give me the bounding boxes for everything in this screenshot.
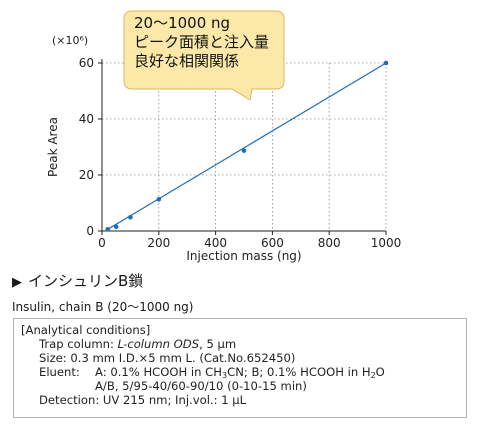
conditions-header: [Analytical conditions] — [21, 323, 151, 337]
x-tick-label: 600 — [261, 236, 284, 250]
eluent-label: Eluent: — [39, 365, 80, 379]
eluent-b-line: A/B, 5/95-40/60-90/10 (0-10-15 min) — [95, 379, 307, 393]
chart-axes — [98, 59, 387, 235]
data-point — [105, 227, 110, 232]
data-point — [383, 60, 389, 66]
annotation-line-3: 良好な相関関係 — [134, 52, 240, 70]
x-tick-label: 200 — [147, 236, 170, 250]
analytical-conditions-box: [Analytical conditions] Trap column: L-c… — [13, 318, 467, 418]
trap-column-label: Trap column: — [39, 337, 118, 351]
x-tick-label: 400 — [204, 236, 227, 250]
eluent-a-text-3: O — [375, 365, 385, 379]
x-tick-label: 1000 — [371, 236, 402, 250]
trap-column-line: Trap column: L-column ODS, 5 μm — [39, 337, 236, 352]
data-point — [241, 148, 247, 153]
x-axis-title: Injection mass (ng) — [186, 249, 301, 263]
size-line: Size: 0.3 mm I.D.×5 mm L. (Cat.No.652450… — [39, 351, 296, 365]
trap-column-suffix: , 5 μm — [199, 337, 237, 351]
y-tick-label: 60 — [79, 56, 94, 70]
x-tick-label: 800 — [318, 236, 341, 250]
data-point — [156, 197, 162, 202]
calibration-chart: 0 200 400 600 800 1000 0 20 40 60 Injection mass (… — [46, 10, 401, 263]
fit-line — [107, 62, 387, 230]
fit-line-group — [107, 62, 387, 230]
detection-line: Detection: UV 215 nm; Inj.vol.: 1 μL — [39, 393, 247, 407]
data-point — [113, 224, 119, 230]
eluent-a-sub-1: 3 — [222, 371, 228, 380]
annotation-callout — [123, 10, 285, 101]
eluent-a-text-1: A: 0.1% HCOOH in CH — [95, 365, 222, 379]
chart-labels: 0 200 400 600 800 1000 0 20 40 60 Injection mass (… — [46, 34, 401, 263]
eluent-a-sub-2: 2 — [370, 371, 376, 380]
y-tick-label: 0 — [86, 224, 94, 238]
y-tick-label: 20 — [79, 168, 94, 182]
x-tick-label: 0 — [98, 236, 106, 250]
y-tick-label: 40 — [79, 112, 94, 126]
y-axis-multiplier: (×10⁶) — [52, 34, 88, 47]
annotation-line-1: 20～1000 ng — [134, 14, 231, 32]
triangle-marker-icon: ▶ — [12, 275, 22, 290]
section-heading: ▶ インシュリンB鎖 — [12, 270, 143, 291]
annotation-line-2: ピーク面積と注入量 — [134, 33, 270, 51]
chart-grid — [102, 62, 387, 231]
eluent-a-text-2: CN; B; 0.1% HCOOH in H — [227, 365, 371, 379]
trap-column-value: L-column ODS — [117, 337, 200, 351]
y-axis-title: Peak Area — [46, 117, 60, 177]
data-point — [128, 214, 133, 220]
data-points — [105, 60, 389, 232]
section-heading-text: インシュリンB鎖 — [28, 272, 144, 290]
eluent-a-line: A: 0.1% HCOOH in CH3CN; B; 0.1% HCOOH in… — [95, 365, 385, 380]
callout-bubble — [123, 10, 285, 101]
sample-subtitle: Insulin, chain B (20～1000 ng) — [12, 300, 194, 314]
annotation-text: 20～1000 ng ピーク面積と注入量 良好な相関関係 — [134, 14, 269, 71]
